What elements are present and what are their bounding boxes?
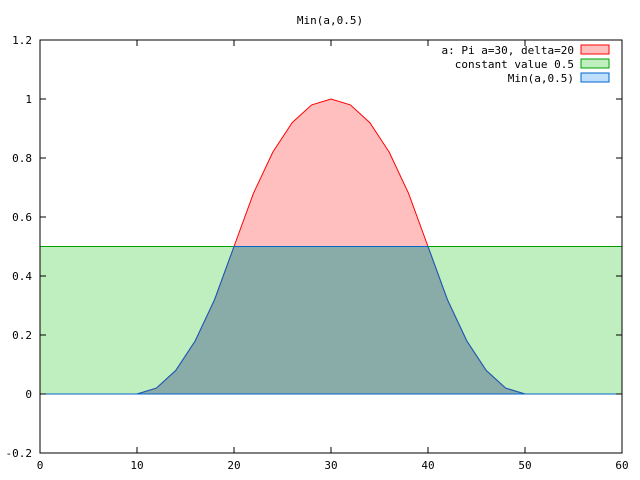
y-tick-label: 0.4 <box>12 270 32 283</box>
legend-label: Min(a,0.5) <box>508 72 574 85</box>
y-tick-label: -0.2 <box>6 447 33 460</box>
y-tick-label: 0 <box>25 388 32 401</box>
chart-title: Min(a,0.5) <box>297 14 363 27</box>
y-axis: -0.2 0 0.2 0.4 0.6 0.8 1 1.2 <box>6 34 622 460</box>
x-tick-label: 40 <box>421 459 434 472</box>
series-min-area <box>40 246 622 394</box>
legend-swatch <box>580 72 610 83</box>
x-tick-label: 60 <box>615 459 628 472</box>
series-min-line <box>40 246 622 395</box>
x-tick-label: 20 <box>227 459 240 472</box>
x-tick-label: 10 <box>130 459 143 472</box>
legend-label: constant value 0.5 <box>455 58 574 71</box>
y-tick-label: 0.2 <box>12 329 32 342</box>
y-tick-label: 1 <box>25 93 32 106</box>
x-tick-label: 0 <box>37 459 44 472</box>
x-axis: 0 10 20 30 40 50 60 <box>37 40 629 472</box>
legend-label: a: Pi a=30, delta=20 <box>442 44 574 57</box>
y-tick-label: 1.2 <box>12 34 32 47</box>
x-tick-label: 50 <box>518 459 531 472</box>
x-tick-label: 30 <box>324 459 337 472</box>
legend-swatch <box>580 44 610 55</box>
y-tick-label: 0.8 <box>12 152 32 165</box>
legend-swatch <box>580 58 610 69</box>
y-tick-label: 0.6 <box>12 211 32 224</box>
plot-areas <box>40 98 622 395</box>
